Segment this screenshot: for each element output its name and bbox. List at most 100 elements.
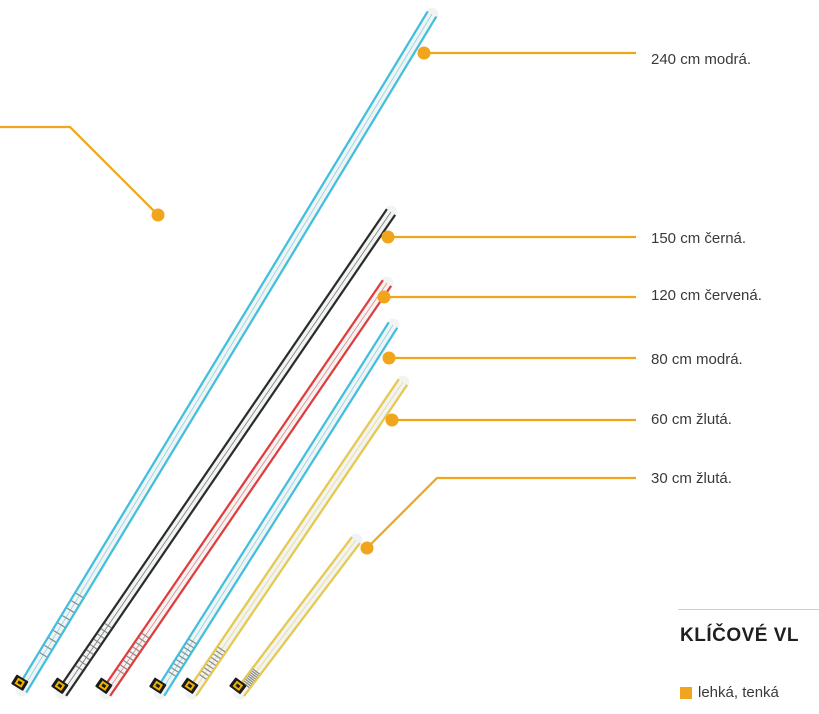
sling-stitch bbox=[178, 655, 187, 661]
sling-stitch bbox=[116, 668, 125, 675]
callout-dot bbox=[381, 230, 395, 244]
label-240cm: 240 cm modrá. bbox=[651, 51, 752, 68]
brand-tag-icon bbox=[51, 677, 69, 694]
bullet-square-icon bbox=[680, 686, 692, 699]
sling-stitch bbox=[208, 660, 216, 666]
left-callout-dot bbox=[151, 208, 165, 222]
sling-stitch bbox=[138, 637, 146, 643]
sling-stitch bbox=[57, 622, 66, 628]
sling-stitch bbox=[213, 653, 221, 660]
sling-edge-stripe bbox=[25, 16, 438, 694]
label-120cm: 120 cm červená. bbox=[651, 287, 762, 304]
sling-stitch bbox=[215, 650, 223, 656]
callout-5 bbox=[360, 476, 636, 555]
callout-dot bbox=[417, 46, 431, 60]
callout-dot bbox=[377, 290, 391, 304]
sling-stitch bbox=[93, 638, 101, 645]
sling-stitch bbox=[168, 671, 176, 677]
sling-stitch bbox=[210, 656, 219, 663]
callout-dot bbox=[385, 413, 399, 427]
sling-stitch bbox=[129, 650, 137, 657]
sling-edge-stripe bbox=[56, 208, 388, 691]
label-60cm: 60 cm žlutá. bbox=[651, 411, 732, 428]
sling-stitch bbox=[120, 664, 128, 670]
sling-stitch bbox=[39, 652, 48, 658]
sling-stitch bbox=[66, 607, 75, 613]
sling-stitch bbox=[126, 655, 134, 661]
sling-stitch bbox=[183, 646, 192, 653]
sling-edge-stripe bbox=[100, 279, 384, 691]
sling-center-line bbox=[105, 282, 388, 694]
brand-tag-icon bbox=[95, 677, 113, 694]
sling-stitch bbox=[246, 677, 254, 683]
sling-stitch bbox=[48, 637, 57, 643]
sling-edge-stripe bbox=[16, 10, 429, 688]
sling-stitch bbox=[206, 663, 214, 670]
sling-stitch bbox=[199, 674, 207, 680]
sling-stitch bbox=[181, 650, 189, 657]
sling-stitch bbox=[170, 667, 179, 673]
sling-stitch bbox=[245, 678, 253, 685]
sling-1 bbox=[51, 205, 398, 700]
feature-bullet-text: lehká, tenká bbox=[698, 684, 779, 701]
sling-stitch bbox=[247, 675, 255, 682]
sling-stitch bbox=[75, 592, 84, 598]
brand-tag-icon bbox=[149, 677, 167, 694]
label-150cm: 150 cm černá. bbox=[651, 230, 747, 247]
sling-stitch bbox=[203, 667, 212, 673]
left-callout-line bbox=[0, 125, 159, 216]
sling-2 bbox=[95, 276, 394, 700]
sling-center-line bbox=[191, 381, 404, 694]
sling-stitch bbox=[53, 629, 61, 636]
sling-edge-stripe bbox=[235, 536, 353, 691]
sling-stitch bbox=[252, 668, 260, 675]
sling-stitch bbox=[71, 600, 79, 606]
sling-stitch bbox=[97, 633, 105, 639]
sling-stitch bbox=[141, 632, 149, 639]
sling-stitch bbox=[75, 665, 83, 671]
sling-stitch bbox=[62, 615, 70, 621]
sling-stitch bbox=[44, 644, 52, 650]
callout-2 bbox=[377, 290, 636, 304]
sling-4 bbox=[181, 375, 410, 700]
sling-stitch bbox=[104, 622, 112, 629]
sling-stitch bbox=[251, 670, 259, 677]
sling-stitch bbox=[201, 670, 209, 677]
callout-4 bbox=[385, 413, 636, 427]
sling-edge-stripe bbox=[186, 378, 400, 691]
sling-edge-stripe bbox=[195, 384, 409, 697]
sling-stitch bbox=[123, 659, 131, 666]
sling-stitch bbox=[242, 682, 250, 688]
brand-tag-icon bbox=[229, 677, 247, 695]
sling-edge-stripe bbox=[65, 214, 397, 697]
sling-center-line bbox=[61, 211, 392, 694]
sling-stitch bbox=[89, 644, 98, 650]
sling-stitch bbox=[100, 628, 109, 634]
sling-stitch bbox=[135, 641, 143, 648]
label-30cm: 30 cm žlutá. bbox=[651, 470, 732, 487]
sling-3 bbox=[149, 318, 400, 700]
callout-dot bbox=[360, 541, 374, 555]
callout-3 bbox=[382, 351, 636, 365]
sling-stitch bbox=[188, 638, 197, 645]
sling-stitch bbox=[176, 659, 184, 665]
sling-edge-stripe bbox=[243, 542, 361, 697]
callout-line bbox=[366, 476, 636, 549]
feature-bullet: lehká, tenká bbox=[680, 684, 779, 701]
brand-tag-icon bbox=[11, 674, 29, 691]
sling-center-line bbox=[159, 324, 394, 694]
callout-0 bbox=[417, 46, 636, 60]
sling-stitch bbox=[217, 646, 226, 653]
sling-stitch bbox=[250, 672, 258, 678]
sling-edge-stripe bbox=[154, 321, 390, 691]
brand-tag-icon bbox=[181, 677, 199, 694]
sling-stitch bbox=[248, 673, 256, 680]
sling-stitch bbox=[79, 659, 87, 666]
sling-stitch bbox=[173, 663, 181, 669]
sling-stitch bbox=[186, 642, 194, 649]
callout-dot bbox=[382, 351, 396, 365]
sling-center-line bbox=[239, 539, 357, 694]
section-title: KLÍČOVÉ VL bbox=[680, 625, 800, 646]
section-divider bbox=[678, 609, 819, 610]
